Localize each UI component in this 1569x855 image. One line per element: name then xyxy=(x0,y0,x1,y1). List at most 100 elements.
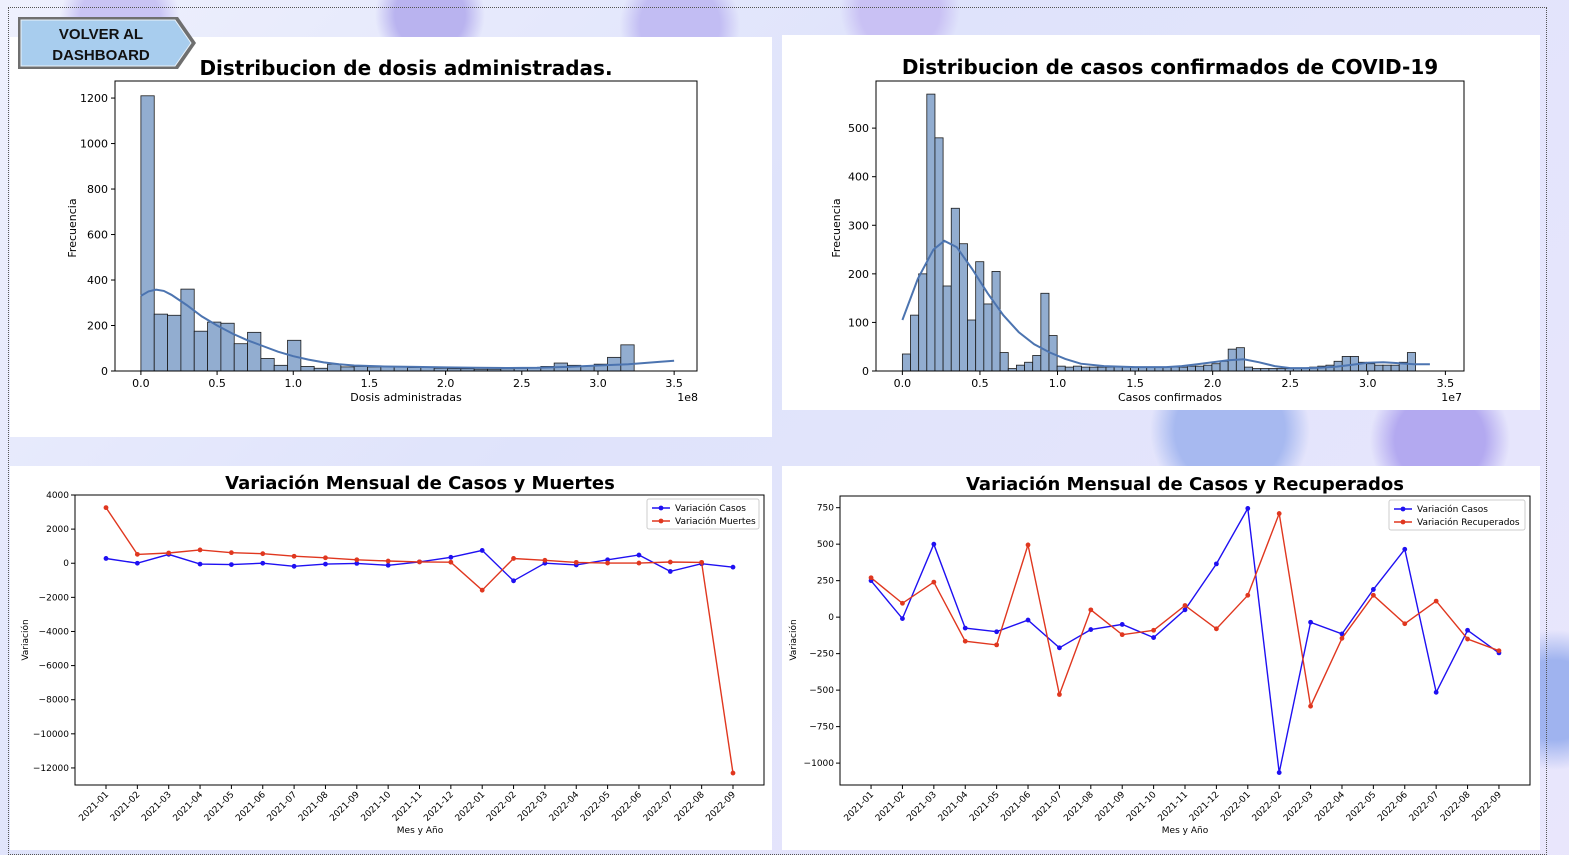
data-point xyxy=(1119,632,1125,638)
x-tick-label: 3.5 xyxy=(1437,377,1455,390)
histogram-bar xyxy=(193,330,208,372)
data-point xyxy=(1151,635,1157,640)
x-tick-label: 2021-08 xyxy=(297,790,331,824)
x-tick-label: 1.0 xyxy=(1049,377,1067,390)
data-point xyxy=(260,551,266,557)
x-axis: 2021-012021-022021-032021-042021-052021-… xyxy=(77,785,738,824)
series-lines xyxy=(868,506,1502,775)
x-tick-label: 2021-10 xyxy=(1125,790,1159,824)
histogram-bar xyxy=(950,207,960,372)
histogram-bar xyxy=(958,243,968,372)
y-tick-label: −6000 xyxy=(39,662,70,672)
data-point xyxy=(291,553,297,559)
x-tick-label: 2022-02 xyxy=(1251,790,1285,824)
histogram-bar xyxy=(910,314,920,372)
back-to-dashboard-button[interactable]: VOLVER AL DASHBOARD xyxy=(16,15,196,71)
plot-area xyxy=(74,494,765,786)
x-tick-label: 2022-01 xyxy=(454,790,488,824)
x-tick-label: 2021-06 xyxy=(999,790,1033,824)
y-tick-label: −4000 xyxy=(39,627,70,637)
data-point xyxy=(962,625,968,631)
legend-marker xyxy=(658,505,664,511)
histogram-bar xyxy=(207,321,222,372)
y-axis-label: Variación xyxy=(788,619,799,660)
chart-dosis-svg: Distribucion de dosis administradas. 0.0… xyxy=(66,56,698,404)
data-point xyxy=(1182,603,1188,608)
plot-area xyxy=(875,80,1465,372)
data-point xyxy=(479,587,485,593)
back-button-label-line2: DASHBOARD xyxy=(52,47,150,64)
x-tick-label: 3.0 xyxy=(1359,377,1377,390)
series-lines xyxy=(103,505,736,776)
data-point xyxy=(931,541,937,547)
data-point xyxy=(931,579,937,585)
y-tick-label: 800 xyxy=(87,183,108,196)
histogram-bars xyxy=(901,93,1416,372)
histogram-bar xyxy=(247,331,262,372)
histogram-bar xyxy=(233,343,248,372)
data-point xyxy=(166,550,172,556)
data-point xyxy=(323,561,328,567)
data-point xyxy=(229,550,234,556)
histogram-bar xyxy=(340,366,355,372)
histogram-bar xyxy=(273,364,288,372)
x-tick-label: 2022-07 xyxy=(642,790,676,824)
histogram-bar xyxy=(1097,366,1107,372)
series-line-1 xyxy=(105,507,734,774)
x-axis: 0.0 0.5 1.0 1.5 2.0 2.5 3.0 3.5 xyxy=(132,371,683,390)
x-tick-label: 2022-05 xyxy=(579,790,613,824)
histogram-bar xyxy=(1032,355,1042,372)
data-point xyxy=(1433,598,1439,604)
data-point xyxy=(511,556,516,561)
x-tick-label: 0.0 xyxy=(894,377,912,390)
data-point xyxy=(1402,621,1408,627)
data-point xyxy=(1025,617,1031,623)
x-tick-label: 2021-03 xyxy=(905,790,939,824)
histogram-bar xyxy=(1113,366,1123,372)
histogram-bar xyxy=(1064,366,1074,372)
y-tick-label: 1200 xyxy=(80,92,108,105)
data-point xyxy=(323,555,328,561)
histogram-bar xyxy=(1390,364,1400,372)
data-point xyxy=(1308,619,1313,625)
histogram-bar xyxy=(942,285,952,372)
x-tick-label: 0.5 xyxy=(208,377,226,390)
data-point xyxy=(229,562,234,567)
x-tick-label: 2021-03 xyxy=(140,790,174,824)
data-point xyxy=(385,558,391,564)
x-tick-label: 2021-12 xyxy=(422,790,456,824)
histogram-bar xyxy=(407,367,422,372)
y-tick-label: 600 xyxy=(87,229,108,242)
data-point xyxy=(994,642,1000,648)
data-point xyxy=(542,557,548,563)
x-tick-label: 2.5 xyxy=(1281,377,1299,390)
y-tick-label: 0 xyxy=(862,365,869,378)
kde-line xyxy=(140,288,675,370)
data-point xyxy=(197,547,203,553)
x-tick-label: 2022-04 xyxy=(1313,790,1347,824)
data-point xyxy=(103,505,109,511)
x-tick-label: 2021-05 xyxy=(968,790,1002,824)
x-tick-label: 0.5 xyxy=(971,377,989,390)
data-point xyxy=(636,560,642,566)
x-tick-label: 2.0 xyxy=(1204,377,1222,390)
chart-casos-recuperados-line: Variación Mensual de Casos y Recuperados… xyxy=(782,466,1538,850)
data-point xyxy=(448,559,454,565)
chart-casos-svg: Distribucion de casos confirmados de COV… xyxy=(830,55,1465,404)
x-offset-label: 1e8 xyxy=(677,391,698,404)
histogram-bar xyxy=(620,344,635,372)
legend-marker xyxy=(658,518,664,524)
x-tick-label: 2021-09 xyxy=(1094,790,1128,824)
histogram-bar xyxy=(1040,292,1050,372)
data-point xyxy=(1119,622,1125,627)
data-point xyxy=(291,563,297,569)
histogram-bar xyxy=(1089,366,1099,372)
histogram-bar xyxy=(999,352,1009,372)
y-tick-label: 0 xyxy=(828,613,834,623)
y-tick-label: −250 xyxy=(809,650,834,660)
data-point xyxy=(962,638,968,644)
x-tick-label: 2022-07 xyxy=(1408,790,1442,824)
histogram-bar xyxy=(1195,365,1205,372)
data-point xyxy=(385,562,391,568)
data-point xyxy=(1370,587,1376,592)
